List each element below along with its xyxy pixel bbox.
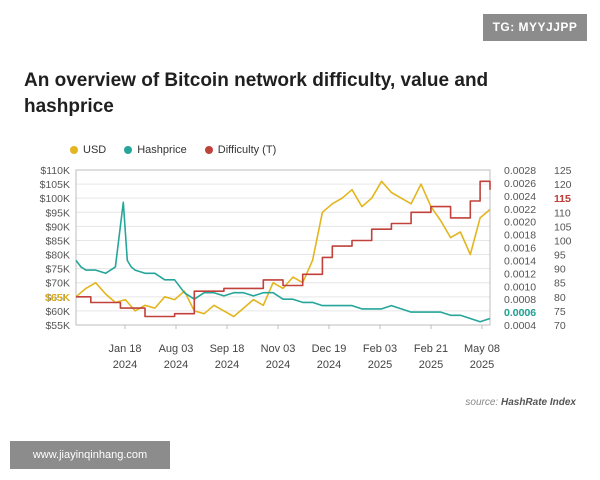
usd-tick-label: $85K bbox=[45, 235, 70, 247]
x-tick-label: Feb 21 bbox=[414, 343, 448, 355]
chart-legend: USD Hashprice Difficulty (T) bbox=[70, 144, 276, 156]
chart-title: An overview of Bitcoin network difficult… bbox=[24, 70, 489, 117]
x-tick-label: Sep 18 bbox=[210, 343, 245, 355]
hashprice-tick-label: 0.0008 bbox=[504, 294, 536, 306]
legend-item-hashprice: Hashprice bbox=[124, 144, 187, 156]
x-tick-year: 2024 bbox=[215, 359, 239, 371]
difficulty-tick-label: 75 bbox=[554, 306, 566, 318]
difficulty-tick-label: 100 bbox=[554, 235, 572, 247]
difficulty-current-label: 115 bbox=[554, 193, 571, 205]
usd-tick-label: $100K bbox=[40, 193, 70, 205]
hashprice-tick-label: 0.0012 bbox=[504, 268, 536, 280]
usd-tick-label: $90K bbox=[45, 221, 70, 233]
x-tick-label: Dec 19 bbox=[312, 343, 347, 355]
x-tick-label: May 08 bbox=[464, 343, 500, 355]
hashprice-tick-label: 0.0004 bbox=[504, 320, 536, 332]
chart-source: source: HashRate Index bbox=[465, 397, 576, 408]
hashprice-tick-label: 0.0028 bbox=[504, 165, 536, 177]
source-name: HashRate Index bbox=[500, 397, 576, 408]
x-tick-year: 2024 bbox=[113, 359, 137, 371]
chart-svg: $55K $60K $65K $70K $75K $80K $85K $90K $95K $100… bbox=[40, 165, 572, 371]
legend-label-hashprice: Hashprice bbox=[137, 144, 187, 156]
usd-current-label: $65K bbox=[45, 292, 71, 304]
plot-frame bbox=[75, 169, 491, 326]
usd-tick-label: $110K bbox=[40, 165, 70, 177]
x-tick-label: Jan 18 bbox=[108, 343, 141, 355]
x-tick-year: 2025 bbox=[470, 359, 494, 371]
difficulty-tick-label: 115 bbox=[554, 193, 571, 205]
watermark-badge-bottom: www.jiayinqinhang.com bbox=[10, 441, 170, 469]
legend-item-difficulty: Difficulty (T) bbox=[204, 144, 277, 156]
difficulty-tick-label: 80 bbox=[554, 292, 566, 304]
source-prefix: source: bbox=[465, 397, 499, 408]
hashprice-tick-label: 0.0014 bbox=[504, 255, 536, 267]
difficulty-tick-label: 120 bbox=[554, 179, 572, 191]
difficulty-tick-label: 105 bbox=[554, 221, 572, 233]
usd-tick-label: $80K bbox=[45, 250, 70, 262]
x-tick-year: 2024 bbox=[317, 359, 341, 371]
usd-tick-label: $105K bbox=[40, 179, 70, 191]
usd-tick-label: $95K bbox=[45, 207, 70, 219]
legend-label-usd: USD bbox=[83, 144, 107, 156]
legend-item-usd: USD bbox=[70, 144, 106, 156]
hashprice-tick-label: 0.0006 bbox=[504, 307, 536, 319]
x-tick-year: 2024 bbox=[266, 359, 290, 371]
x-tick-label: Nov 03 bbox=[261, 343, 296, 355]
difficulty-tick-label: 125 bbox=[554, 165, 572, 177]
hashprice-tick-label: 0.0022 bbox=[504, 204, 536, 216]
hashprice-tick-label: 0.0026 bbox=[504, 178, 536, 190]
legend-label-difficulty: Difficulty (T) bbox=[217, 144, 277, 156]
difficulty-tick-label: 95 bbox=[554, 250, 566, 262]
hashprice-tick-label: 0.0020 bbox=[504, 217, 536, 229]
watermark-badge-top: TG: MYYJJPP bbox=[483, 14, 587, 41]
hashprice-tick-label: 0.0024 bbox=[504, 191, 536, 203]
usd-line bbox=[75, 180, 491, 318]
x-tick-year: 2025 bbox=[368, 359, 392, 371]
x-tick-year: 2025 bbox=[419, 359, 443, 371]
legend-swatch-usd bbox=[70, 146, 78, 154]
hashprice-tick-label: 0.0018 bbox=[504, 230, 536, 242]
hashprice-tick-label: 0.0010 bbox=[504, 281, 536, 293]
x-tick-label: Aug 03 bbox=[159, 343, 194, 355]
hashprice-tick-label: 0.0016 bbox=[504, 243, 536, 255]
usd-tick-label: $55K bbox=[45, 320, 70, 332]
usd-tick-label: $75K bbox=[45, 264, 70, 276]
x-tick-label: Feb 03 bbox=[363, 343, 397, 355]
usd-tick-label: $65K bbox=[45, 292, 70, 304]
x-tick-year: 2024 bbox=[164, 359, 188, 371]
difficulty-tick-label: 70 bbox=[554, 320, 566, 332]
usd-tick-label: $60K bbox=[45, 306, 70, 318]
difficulty-tick-label: 85 bbox=[554, 278, 566, 290]
difficulty-tick-label: 110 bbox=[554, 207, 571, 219]
legend-swatch-difficulty bbox=[204, 146, 213, 154]
legend-swatch-hashprice bbox=[124, 146, 133, 154]
difficulty-line bbox=[76, 180, 491, 318]
difficulty-tick-label: 90 bbox=[554, 264, 566, 276]
usd-tick-label: $70K bbox=[45, 278, 70, 290]
hashprice-current-label: 0.0006 bbox=[504, 307, 536, 319]
hashprice-line bbox=[75, 201, 491, 323]
